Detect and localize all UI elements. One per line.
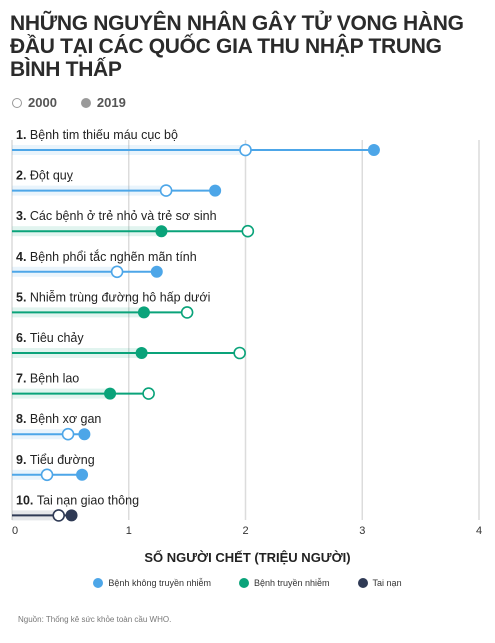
source-note: Nguồn: Thống kê sức khỏe toàn cầu WHO. [18,615,172,624]
point-2019 [104,387,117,400]
category-row: 10. Tai nạn giao thông [12,493,139,522]
category-name: Bệnh lao [30,372,79,386]
category-rank: 9. [16,453,30,467]
legend-noncommunicable-label: Bệnh không truyền nhiễm [108,578,211,588]
category-rank: 5. [16,290,30,304]
point-2000 [233,346,246,360]
category-name: Tiêu chảy [30,331,84,345]
point-2000 [241,224,255,238]
legend-2019-label: 2019 [96,95,126,110]
circle-icon [239,578,249,588]
year-legend: 2000 2019 [12,95,126,110]
point-2019 [65,509,78,522]
category-name: Bệnh tim thiếu máu cục bộ [30,128,178,142]
circle-icon [357,578,368,588]
category-label: 5. Nhiễm trùng đường hô hấp dưới [16,289,210,304]
point-2000 [180,306,194,319]
category-rank: 10. [16,493,37,507]
legend-2019: 2019 [80,95,126,110]
category-label: 8. Bệnh xơ gan [16,412,101,426]
category-name: Tai nạn giao thông [37,493,139,507]
legend-2000: 2000 [12,95,57,110]
category-row: 6. Tiêu chảy [12,331,246,360]
category-label: 10. Tai nạn giao thông [16,493,139,507]
x-tick-label: 0 [12,525,18,537]
dumbbell-chart: 0 1 2 3 4 1. Bệnh tim thiếu máu cục bộ 2. Đột … [11,128,482,537]
category-row: 8. Bệnh xơ gan [12,412,101,441]
open-circle-icon [12,97,22,108]
point-2000 [142,387,155,400]
x-tick-label: 3 [359,525,365,537]
category-row: 9. Tiểu đường [12,453,95,482]
category-label: 7. Bệnh lao [16,372,79,386]
point-2000 [239,143,252,157]
category-row: 7. Bệnh lao [12,372,155,400]
category-label: 4. Bệnh phổi tắc nghẽn mãn tính [16,249,197,264]
point-2019 [155,225,168,238]
category-rank: 2. [16,169,30,183]
category-label: 1. Bệnh tim thiếu máu cục bộ [16,128,178,142]
point-2000 [159,184,173,197]
category-row: 2. Đột quỵ [12,169,222,197]
x-tick-label: 2 [242,525,248,537]
point-2019 [150,265,163,278]
legend-noncommunicable: Bệnh không truyền nhiễm [93,578,211,588]
category-name: Các bệnh ở trẻ nhỏ và trẻ sơ sinh [30,209,217,223]
legend-communicable: Bệnh truyền nhiễm [239,578,330,588]
chart-title: NHỮNG NGUYÊN NHÂN GÂY TỬ VONG HÀNG ĐẦU T… [10,12,464,81]
category-name: Nhiễm trùng đường hô hấp dưới [30,289,210,304]
legend-2000-label: 2000 [28,95,57,110]
category-label: 2. Đột quỵ [16,169,74,183]
legend-injuries: Tai nạn [357,578,402,588]
filled-circle-icon [80,97,91,108]
x-axis-label: SỐ NGƯỜI CHẾT (TRIỆU NGƯỜI) [144,550,351,565]
category-row: 4. Bệnh phổi tắc nghẽn mãn tính [12,249,197,279]
category-label: 9. Tiểu đường [16,453,95,467]
point-2000 [40,468,54,482]
category-name: Đột quỵ [30,169,74,183]
category-rank: 7. [16,372,30,386]
category-rank: 6. [16,331,30,345]
point-2019 [137,306,150,319]
category-row: 5. Nhiễm trùng đường hô hấp dưới [12,289,210,319]
point-2019 [209,184,222,197]
x-tick-label: 4 [476,525,482,537]
point-2000 [61,427,75,441]
legend-injuries-label: Tai nạn [372,578,402,588]
category-rank: 3. [16,209,30,223]
category-row: 3. Các bệnh ở trẻ nhỏ và trẻ sơ sinh [12,209,255,238]
point-2019 [135,347,148,359]
point-2000 [110,265,124,279]
category-name: Bệnh xơ gan [30,412,101,426]
category-label: 6. Tiêu chảy [16,331,84,345]
point-2019 [76,468,89,481]
category-row: 1. Bệnh tim thiếu máu cục bộ [12,128,380,157]
point-2000 [52,509,66,522]
legend-communicable-label: Bệnh truyền nhiễm [254,578,330,588]
category-label: 3. Các bệnh ở trẻ nhỏ và trẻ sơ sinh [16,209,217,223]
circle-icon [93,578,104,588]
category-name: Bệnh phổi tắc nghẽn mãn tính [30,249,197,264]
type-legend: Bệnh không truyền nhiễm Bệnh truyền nhiễ… [0,578,495,588]
category-rank: 4. [16,250,30,264]
category-rank: 1. [16,128,30,142]
point-2019 [78,428,91,441]
point-2019 [367,144,380,156]
category-rank: 8. [16,412,30,426]
category-name: Tiểu đường [30,453,95,467]
x-tick-label: 1 [126,525,132,537]
